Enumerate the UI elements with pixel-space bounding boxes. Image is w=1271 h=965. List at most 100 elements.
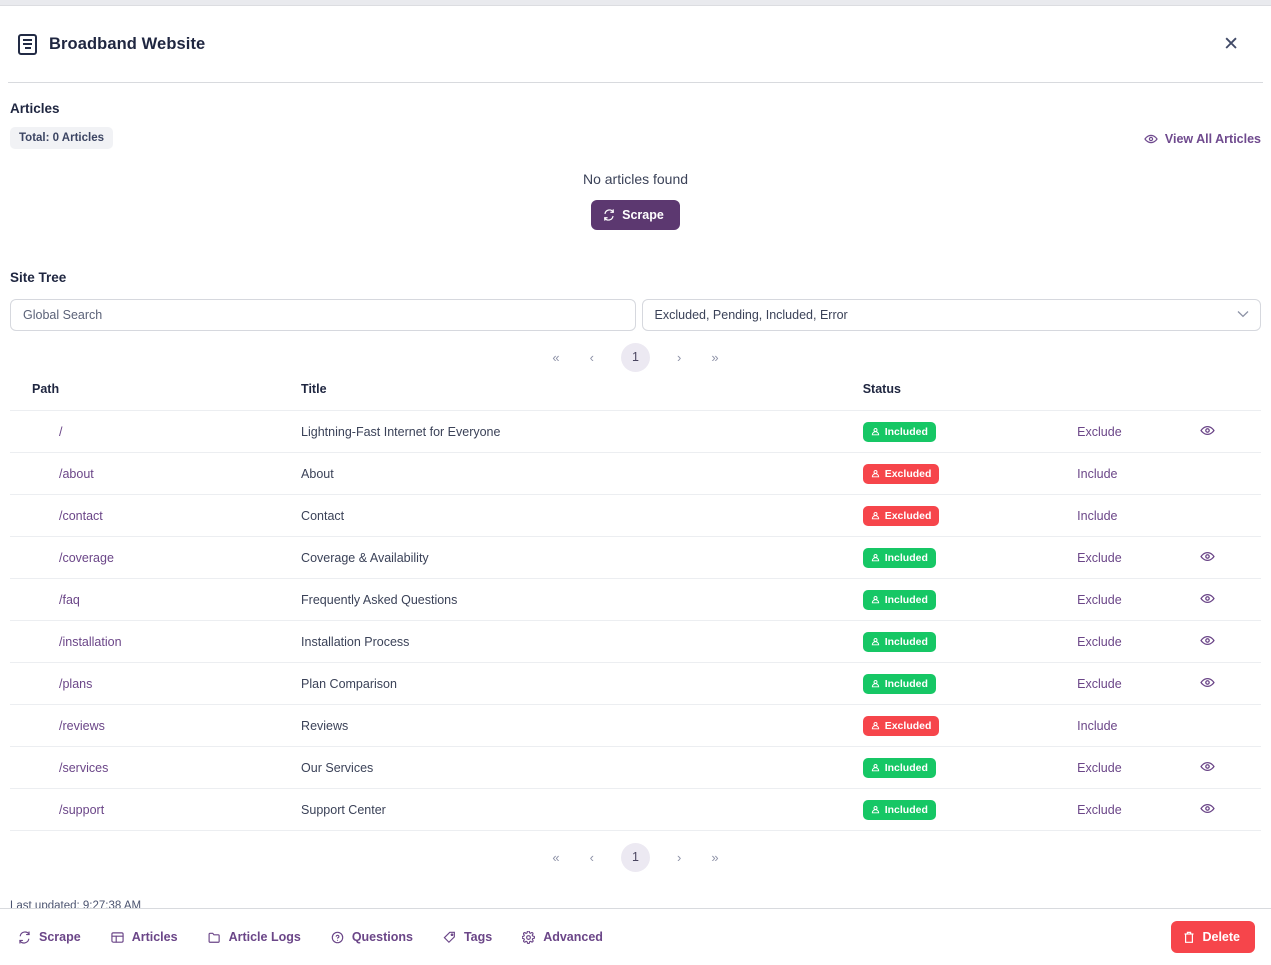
cell-title: Our Services <box>301 760 374 775</box>
cell-title: Plan Comparison <box>301 676 397 691</box>
cell-path: /reviews <box>10 705 301 747</box>
site-tree-table-head: Path Title Status <box>10 382 1261 411</box>
articles-section-title: Articles <box>10 101 60 116</box>
status-badge-label: Included <box>884 593 928 606</box>
pagination-bottom-prev-button[interactable]: ‹ <box>587 849 597 866</box>
path-link[interactable]: / <box>59 424 63 439</box>
pagination-prev-button[interactable]: ‹ <box>587 349 597 366</box>
pagination-last-button[interactable]: » <box>708 349 721 366</box>
toggle-inclusion-button[interactable]: Include <box>1077 508 1118 523</box>
column-header-path: Path <box>32 382 60 396</box>
cell-path: /support <box>10 789 301 831</box>
toggle-inclusion-button[interactable]: Exclude <box>1077 634 1122 649</box>
modal-header-left: Broadband Website <box>18 33 206 55</box>
view-all-articles-button[interactable]: View All Articles <box>1144 132 1261 146</box>
pagination-top: « ‹ 1 › » <box>10 343 1261 372</box>
scrape-button[interactable]: Scrape <box>591 200 680 230</box>
preview-eye-icon[interactable] <box>1200 425 1215 436</box>
pagination-bottom-next-button[interactable]: › <box>674 849 684 866</box>
status-filter-select[interactable]: Excluded, Pending, Included, Error <box>641 299 1261 331</box>
tag-icon <box>443 931 456 944</box>
preview-eye-icon[interactable] <box>1200 761 1215 772</box>
pagination-first-button[interactable]: « <box>549 349 562 366</box>
path-link[interactable]: /reviews <box>59 718 105 733</box>
cell-status: Included <box>862 411 1077 453</box>
footer-button-advanced[interactable]: Advanced <box>520 926 605 948</box>
articles-empty-state: No articles found Scrape <box>10 171 1261 230</box>
search-input[interactable] <box>10 299 636 331</box>
toggle-inclusion-button[interactable]: Include <box>1077 718 1118 733</box>
view-all-articles-label: View All Articles <box>1164 132 1261 146</box>
path-link[interactable]: /coverage <box>59 550 114 565</box>
path-link[interactable]: /installation <box>59 634 122 649</box>
toggle-inclusion-button[interactable]: Exclude <box>1077 802 1122 817</box>
cell-path: /about <box>10 453 301 495</box>
status-badge-label: Included <box>884 761 928 774</box>
footer-button-tags[interactable]: Tags <box>441 926 494 948</box>
preview-eye-icon[interactable] <box>1200 803 1215 814</box>
cell-preview <box>1200 621 1261 663</box>
badge-user-icon <box>871 511 880 520</box>
toggle-inclusion-button[interactable]: Exclude <box>1077 760 1122 775</box>
gear-icon <box>522 930 536 944</box>
table-row: /contact Contact Excluded Include <box>10 494 1261 537</box>
badge-user-icon <box>871 595 880 604</box>
preview-eye-icon[interactable] <box>1200 635 1215 646</box>
path-link[interactable]: /about <box>59 466 94 481</box>
toggle-inclusion-button[interactable]: Exclude <box>1077 550 1122 565</box>
badge-user-icon <box>871 805 880 814</box>
footer-button-label: Article Logs <box>228 930 301 944</box>
path-link[interactable]: /support <box>59 802 105 817</box>
cell-action: Exclude <box>1077 411 1200 453</box>
status-badge: Included <box>862 673 936 694</box>
footer-button-article-logs[interactable]: Article Logs <box>206 926 303 948</box>
path-link[interactable]: /contact <box>59 508 103 523</box>
cell-status: Included <box>862 621 1077 663</box>
pagination-bottom-page-1[interactable]: 1 <box>621 843 650 872</box>
footer-button-articles[interactable]: Articles <box>109 926 180 948</box>
pagination-bottom-first-button[interactable]: « <box>549 849 562 866</box>
pagination-bottom-last-button[interactable]: » <box>708 849 721 866</box>
status-filter-wrapper: Excluded, Pending, Included, Error <box>641 299 1261 331</box>
footer-button-questions[interactable]: Questions <box>329 926 415 948</box>
badge-user-icon <box>871 469 880 478</box>
cell-title: Frequently Asked Questions <box>301 592 458 607</box>
delete-button[interactable]: Delete <box>1171 921 1255 953</box>
status-badge: Included <box>862 757 936 778</box>
articles-section: Articles Total: 0 Articles View All Arti… <box>0 83 1271 230</box>
refresh-icon <box>603 209 615 221</box>
cell-action: Exclude <box>1077 747 1200 789</box>
badge-user-icon <box>871 763 880 772</box>
cell-path: /installation <box>10 621 301 663</box>
status-badge-label: Included <box>884 677 928 690</box>
close-icon[interactable]: ✕ <box>1217 31 1245 58</box>
preview-eye-icon[interactable] <box>1200 677 1215 688</box>
toggle-inclusion-button[interactable]: Include <box>1077 466 1118 481</box>
table-row: /about About Excluded Include <box>10 452 1261 495</box>
page-title: Broadband Website <box>49 34 206 53</box>
toggle-inclusion-button[interactable]: Exclude <box>1077 592 1122 607</box>
path-link[interactable]: /plans <box>59 676 93 691</box>
badge-user-icon <box>871 553 880 562</box>
toggle-inclusion-button[interactable]: Exclude <box>1077 424 1122 439</box>
cell-preview <box>1200 579 1261 621</box>
badge-user-icon <box>871 721 880 730</box>
table-row: /reviews Reviews Excluded Include <box>10 704 1261 747</box>
toggle-inclusion-button[interactable]: Exclude <box>1077 676 1122 691</box>
path-link[interactable]: /services <box>59 760 109 775</box>
preview-eye-icon[interactable] <box>1200 593 1215 604</box>
cell-title: Reviews <box>301 718 349 733</box>
status-badge-label: Excluded <box>884 467 932 480</box>
cell-status: Included <box>862 747 1077 789</box>
path-link[interactable]: /faq <box>59 592 80 607</box>
pagination-next-button[interactable]: › <box>674 349 684 366</box>
table-row: /coverage Coverage & Availability Included… <box>10 536 1261 579</box>
pagination-page-1[interactable]: 1 <box>621 343 650 372</box>
cell-action: Exclude <box>1077 789 1200 831</box>
cell-preview <box>1200 537 1261 579</box>
preview-eye-icon[interactable] <box>1200 551 1215 562</box>
cell-title: Contact <box>301 508 345 523</box>
table-icon <box>111 931 124 944</box>
footer-button-scrape[interactable]: Scrape <box>16 926 83 948</box>
status-badge: Included <box>862 547 936 568</box>
